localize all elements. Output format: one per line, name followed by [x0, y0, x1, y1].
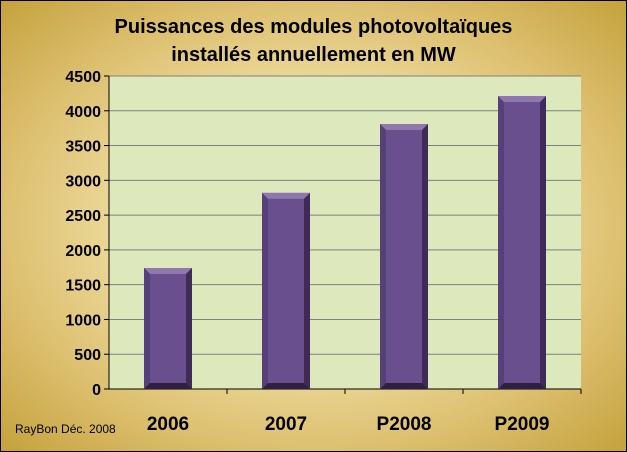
y-tick-label: 4000: [65, 104, 101, 121]
y-tick-label: 500: [74, 347, 101, 364]
bar: [144, 267, 192, 389]
y-tick-label: 1000: [65, 312, 101, 329]
credit-text: RayBon Déc. 2008: [15, 422, 116, 436]
bar: [380, 123, 428, 389]
x-tick-label: 2007: [265, 414, 307, 435]
bar: [262, 192, 310, 389]
bar: [498, 96, 546, 389]
x-tick-label: P2009: [495, 414, 550, 435]
y-tick-label: 3500: [65, 139, 101, 156]
y-tick-label: 0: [92, 382, 101, 399]
y-tick-label: 3000: [65, 173, 101, 190]
y-tick-label: 2500: [65, 208, 101, 225]
y-tick-label: 2000: [65, 243, 101, 260]
y-tick-label: 1500: [65, 278, 101, 295]
chart-title: Puissances des modules photovoltaïques i…: [114, 16, 513, 66]
x-tick-label: 2006: [147, 414, 189, 435]
x-tick-label: P2008: [377, 414, 432, 435]
y-tick-label: 4500: [65, 69, 101, 86]
